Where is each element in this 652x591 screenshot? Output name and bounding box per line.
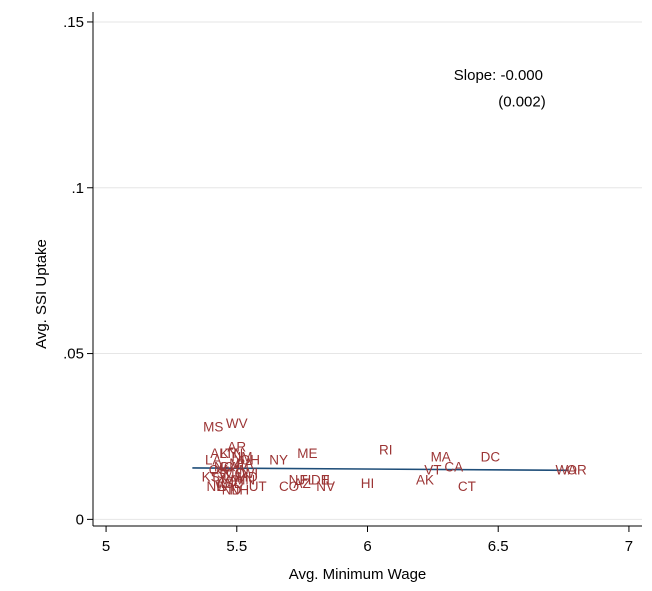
x-axis-label: Avg. Minimum Wage — [289, 566, 427, 583]
y-tick-label-3: .15 — [63, 14, 84, 31]
point-label-wa: WA — [556, 463, 577, 478]
point-label-wv: WV — [226, 416, 248, 431]
y-tick-label-0: 0 — [76, 511, 84, 528]
point-label-il: IL — [323, 473, 335, 488]
point-label-az: AZ — [294, 476, 311, 491]
point-label-ca: CA — [444, 459, 463, 474]
point-label-md: MD — [237, 469, 258, 484]
x-tick-label-4: 7 — [625, 538, 633, 555]
point-label-ny: NY — [269, 453, 288, 468]
point-label-oh: OH — [240, 453, 260, 468]
point-label-ga: GA — [219, 459, 239, 474]
point-label-la: LA — [205, 453, 222, 468]
y-axis-label: Avg. SSI Uptake — [33, 239, 50, 349]
point-label-hi: HI — [361, 476, 375, 491]
y-tick-label-2: .1 — [71, 180, 84, 197]
point-label-mn: MN — [234, 473, 255, 488]
point-label-ky: KY — [220, 446, 238, 461]
point-label-de: DE — [311, 473, 330, 488]
point-label-ma: MA — [431, 449, 451, 464]
point-label-nd: ND — [222, 483, 242, 498]
point-label-wy: WY — [215, 479, 237, 494]
point-label-ms: MS — [203, 420, 223, 435]
slope-standard-error: (0.002) — [498, 94, 546, 111]
point-label-wi: WI — [242, 466, 259, 481]
x-tick-label-2: 6 — [363, 538, 371, 555]
point-label-ut: UT — [249, 479, 267, 494]
point-label-ia: IA — [230, 473, 243, 488]
point-label-pa: PA — [236, 456, 253, 471]
point-label-id: ID — [217, 476, 231, 491]
point-label-nv: NV — [316, 479, 335, 494]
point-label-ct: CT — [458, 479, 476, 494]
grid-layer — [93, 21, 642, 520]
y-tick-label-1: .05 — [63, 346, 84, 363]
point-label-nm: NM — [232, 449, 253, 464]
point-label-nc: NC — [214, 459, 234, 474]
point-label-va: VA — [220, 473, 237, 488]
point-label-ok: OK — [209, 463, 229, 478]
point-label-ne: NE — [206, 479, 225, 494]
point-label-dc: DC — [481, 449, 501, 464]
axis-layer: 0 .05 .1 .15 5 5.5 6 6.5 7 — [63, 12, 642, 555]
point-label-sd: SD — [225, 476, 244, 491]
point-label-ks: KS — [202, 469, 220, 484]
x-tick-label-3: 6.5 — [488, 538, 509, 555]
point-label-nh: NH — [230, 483, 250, 498]
point-label-mi: MI — [229, 456, 244, 471]
fit-line — [192, 467, 569, 472]
point-label-al: AL — [210, 446, 227, 461]
x-tick-label-1: 5.5 — [226, 538, 247, 555]
point-label-ak: AK — [416, 473, 434, 488]
point-label-ar: AR — [227, 439, 246, 454]
point-label-tn: TN — [225, 446, 243, 461]
point-label-nj: NJ — [289, 473, 306, 488]
fit-line-layer — [192, 467, 569, 472]
annotation-layer: Slope: -0.000 (0.002) — [454, 67, 546, 111]
point-label-tx: TX — [210, 469, 227, 484]
slope-annotation: Slope: -0.000 — [454, 67, 543, 84]
point-label-mo: MO — [223, 466, 245, 481]
point-label-co: CO — [279, 479, 299, 494]
point-label-vt: VT — [424, 463, 441, 478]
x-tick-label-0: 5 — [102, 538, 110, 555]
point-label-sc: SC — [217, 466, 236, 481]
point-label-fl: FL — [299, 473, 315, 488]
point-label-ri: RI — [379, 443, 393, 458]
point-label-me: ME — [297, 446, 317, 461]
point-label-in: IN — [235, 463, 249, 478]
point-label-or: OR — [567, 463, 588, 478]
